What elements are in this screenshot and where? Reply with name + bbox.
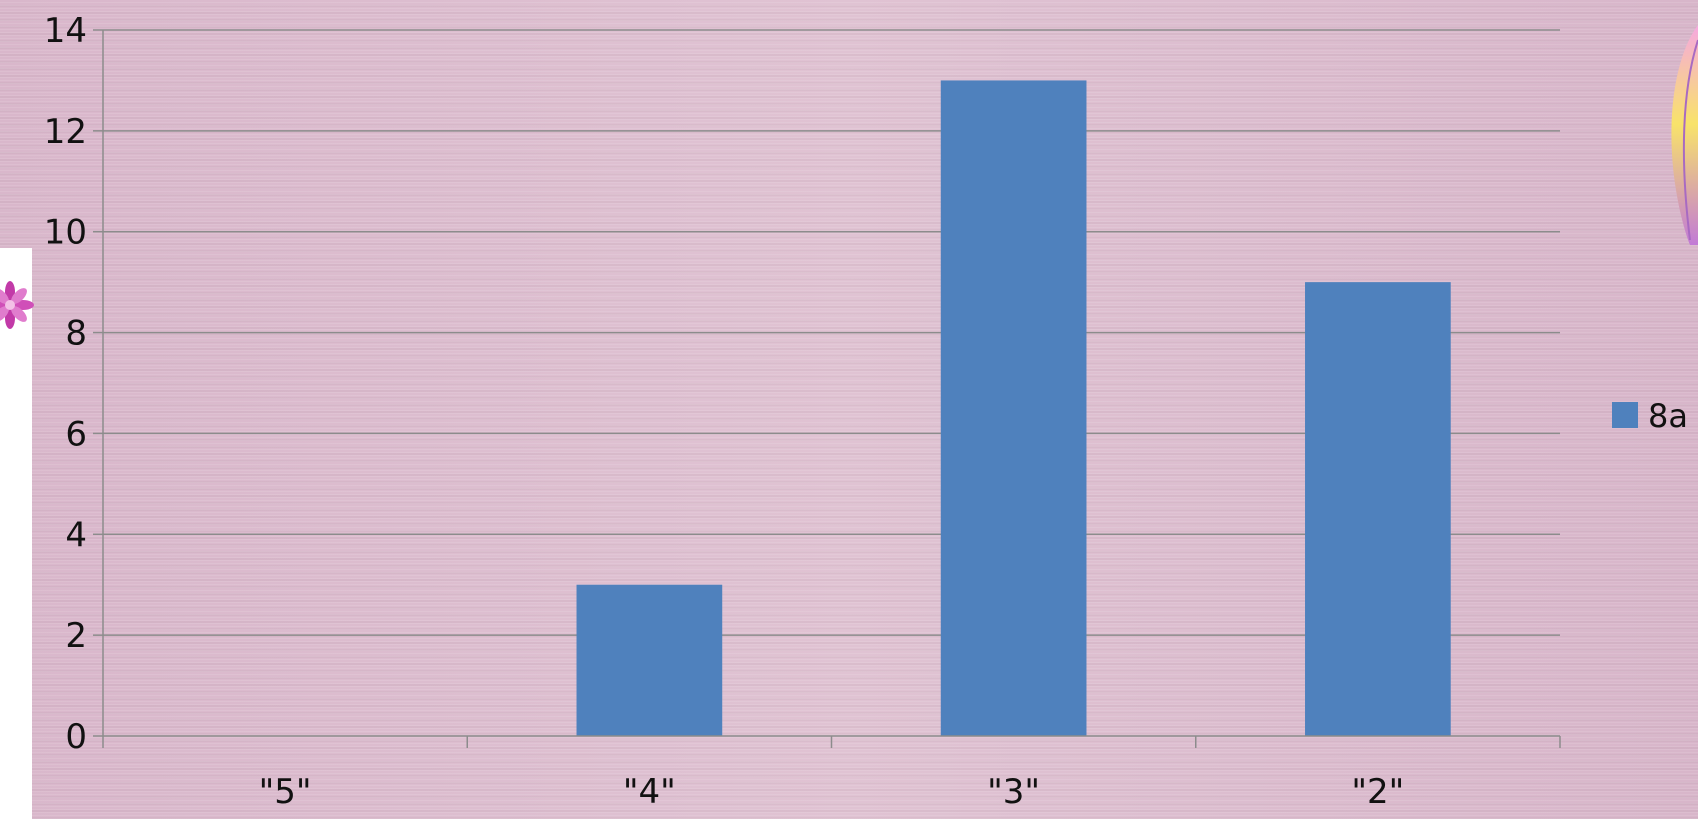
x-tick-label-1: "4": [623, 772, 676, 812]
legend: 8a: [1612, 397, 1688, 435]
y-tick-label-14: 14: [44, 11, 87, 51]
y-tick-label-10: 10: [44, 213, 87, 253]
x-tick-label-3: "2": [1351, 772, 1404, 812]
bar-8a-3: [1305, 282, 1451, 736]
x-tick-label-2: "3": [987, 772, 1040, 812]
side-white-panel: [0, 248, 32, 819]
axes: [102, 30, 1561, 748]
legend-swatch-8a: [1612, 402, 1638, 428]
x-tick-label-0: "5": [259, 772, 312, 812]
y-tick-label-2: 2: [65, 616, 87, 656]
x-axis-tick-labels: "5" "4" "3" "2": [259, 772, 1405, 812]
flower-icon: [0, 281, 34, 329]
y-axis-tick-labels: 0 2 4 6 8 10 12 14: [44, 11, 87, 757]
legend-label-8a: 8a: [1648, 397, 1688, 435]
y-tick-label-0: 0: [65, 717, 87, 757]
y-tick-label-8: 8: [65, 314, 87, 354]
y-tick-label-6: 6: [65, 414, 87, 454]
bars: [576, 80, 1451, 736]
bar-8a-2: [940, 80, 1087, 736]
feather-icon: [1671, 25, 1698, 245]
y-tick-label-4: 4: [65, 515, 87, 555]
bar-8a-1: [576, 584, 723, 736]
y-tick-label-12: 12: [44, 112, 87, 152]
